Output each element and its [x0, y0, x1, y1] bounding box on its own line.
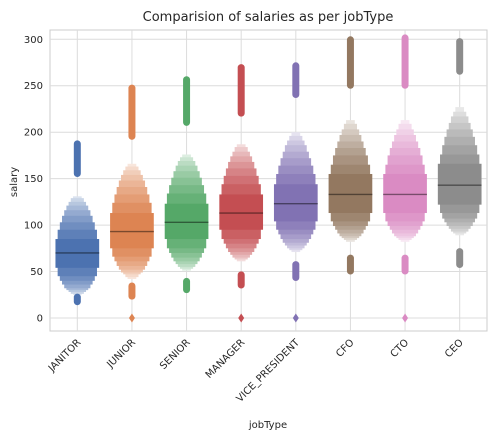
- outlier-point: [292, 313, 299, 323]
- outlier-cluster: [128, 84, 136, 140]
- boxen-ceo: [437, 38, 482, 269]
- box-level: [328, 173, 373, 214]
- x-tick-label: CEO: [443, 337, 466, 360]
- y-tick-label: 0: [37, 313, 43, 324]
- boxen-manager: [219, 64, 264, 323]
- y-tick-label: 100: [24, 221, 43, 232]
- outlier-cluster: [346, 254, 354, 275]
- x-tick-labels: JANITOR JUNIOR SENIOR MANAGERVICE_PRESIDENT…: [46, 337, 466, 405]
- outlier-cluster: [237, 271, 245, 289]
- outlier-cluster: [183, 76, 191, 126]
- boxen-senior: [164, 76, 209, 294]
- boxen-cfo: [328, 36, 373, 275]
- outlier-cluster: [73, 140, 81, 177]
- outlier-cluster: [456, 248, 464, 269]
- x-tick-label: JANITOR: [46, 337, 83, 374]
- box-level: [383, 173, 427, 214]
- outlier-cluster: [237, 64, 245, 117]
- boxen-cto: [383, 34, 427, 323]
- box-level: [219, 194, 264, 230]
- y-tick-label: 300: [24, 35, 43, 46]
- outlier-point: [128, 313, 135, 323]
- x-tick-label: JUNIOR: [104, 337, 138, 371]
- y-axis-label: salary: [9, 167, 20, 197]
- chart-title: Comparision of salaries as per jobType: [143, 10, 394, 25]
- x-tick-label: MANAGER: [204, 337, 248, 381]
- outlier-point: [238, 313, 245, 323]
- outlier-cluster: [128, 282, 136, 300]
- boxen-junior: [110, 84, 154, 323]
- x-tick-label: CTO: [389, 337, 412, 360]
- outlier-cluster: [183, 277, 191, 294]
- y-tick-label: 250: [24, 81, 43, 92]
- box-level: [273, 184, 318, 222]
- x-tick-label: CFO: [334, 337, 356, 359]
- outlier-point: [402, 313, 409, 323]
- x-axis-label: jobType: [248, 420, 287, 431]
- y-tick-label: 150: [24, 174, 43, 185]
- outlier-cluster: [73, 293, 81, 306]
- y-tick-label: 200: [24, 128, 43, 139]
- y-tick-labels: 0 50 100 150 200 250 300: [24, 35, 43, 325]
- box-level: [110, 213, 154, 249]
- outlier-cluster: [292, 62, 300, 99]
- outlier-cluster: [346, 36, 354, 89]
- y-tick-label: 50: [30, 267, 43, 278]
- box-level: [437, 163, 482, 205]
- outlier-cluster: [401, 254, 409, 275]
- outlier-cluster: [401, 34, 409, 89]
- box-level: [164, 203, 209, 240]
- boxen-vice-president: [273, 62, 318, 323]
- boxen-series: [55, 34, 482, 323]
- outlier-cluster: [292, 261, 300, 282]
- outlier-cluster: [456, 38, 464, 75]
- boxen-janitor: [55, 140, 100, 306]
- x-tick-label: SENIOR: [158, 337, 193, 372]
